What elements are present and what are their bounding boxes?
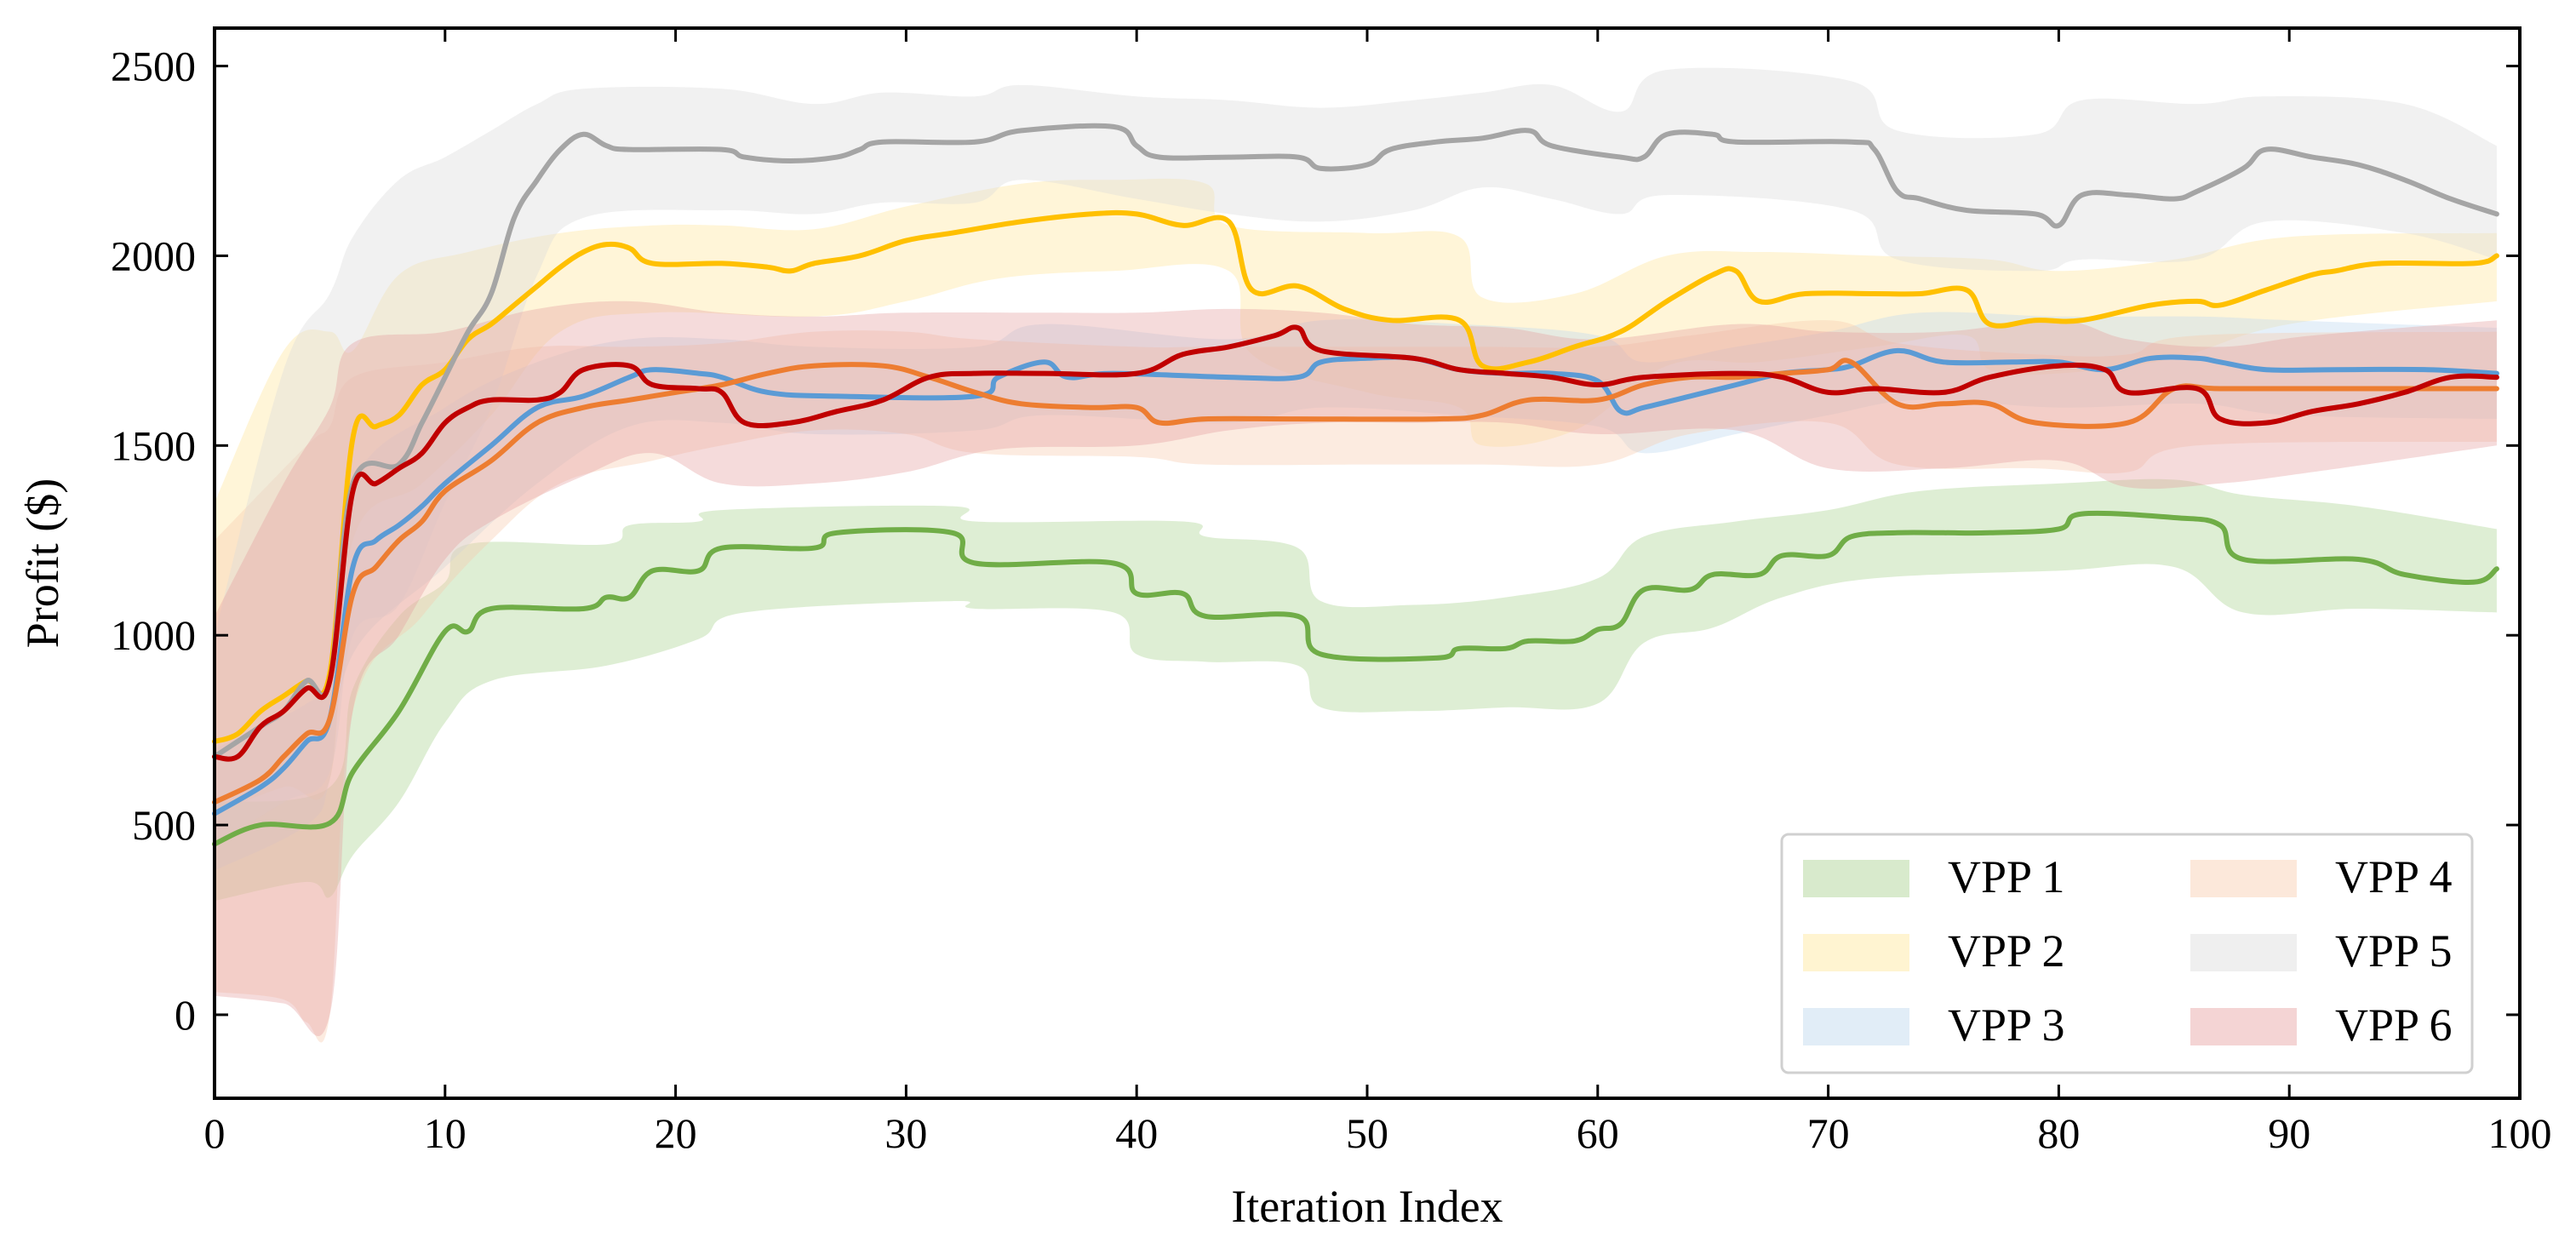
line-vpp-2: [212, 209, 2499, 744]
band-vpp-6: [215, 301, 2497, 1037]
y-tick-label: 1000: [111, 611, 196, 659]
x-tick-label: 20: [655, 1109, 697, 1157]
x-tick-label: 70: [1807, 1109, 1850, 1157]
x-tick-label: 80: [2037, 1109, 2080, 1157]
line-vpp-3: [212, 347, 2499, 816]
x-tick-label: 10: [424, 1109, 467, 1157]
x-tick-label: 0: [204, 1109, 226, 1157]
x-tick-label: 30: [884, 1109, 927, 1157]
x-tick-label: 40: [1115, 1109, 1158, 1157]
legend-label-vpp-3: VPP 3: [1948, 999, 2065, 1051]
axis-ticks: 0 10 20 30 40 50 60 70 80 90 100050010001500200025…: [111, 28, 2552, 1157]
legend-label-vpp-2: VPP 2: [1948, 925, 2065, 976]
legend-swatch-vpp-3: [1803, 1008, 1909, 1045]
y-tick-label: 500: [132, 801, 196, 849]
y-tick-label: 2500: [111, 43, 196, 90]
legend-label-vpp-5: VPP 5: [2335, 925, 2453, 976]
legend-box: [1780, 833, 2474, 1074]
line-vpp-4: [212, 358, 2499, 805]
legend-label-vpp-4: VPP 4: [2335, 851, 2453, 902]
legend-label-vpp-1: VPP 1: [1948, 851, 2065, 902]
legend-swatch-vpp-4: [2190, 860, 2297, 897]
band-vpp-4: [215, 320, 2497, 1043]
y-tick-label: 0: [175, 991, 196, 1039]
legend-swatch-vpp-2: [1803, 934, 1909, 971]
legend-swatch-vpp-5: [2190, 934, 2297, 971]
band-vpp-2: [215, 178, 2497, 814]
x-tick-label: 60: [1577, 1109, 1619, 1157]
y-axis-label: Profit ($): [17, 478, 68, 648]
x-tick-label: 50: [1346, 1109, 1388, 1157]
x-tick-label: 90: [2268, 1109, 2310, 1157]
line-vpp-6: [212, 324, 2499, 762]
series-lines: [212, 123, 2499, 847]
line-vpp-5: [212, 123, 2499, 759]
legend-label-vpp-6: VPP 6: [2335, 999, 2453, 1051]
band-vpp-5: [215, 67, 2497, 845]
x-axis-label: Iteration Index: [1231, 1181, 1503, 1232]
line-vpp-1: [212, 510, 2499, 847]
y-tick-label: 2000: [111, 232, 196, 279]
legend-swatch-vpp-6: [2190, 1008, 2297, 1045]
band-vpp-1: [215, 478, 2497, 902]
x-tick-label: 100: [2488, 1109, 2552, 1157]
y-tick-label: 1500: [111, 421, 196, 469]
legend-swatch-vpp-1: [1803, 860, 1909, 897]
legend: VPP 1 VPP 2 VPP 3 VPP 4 VPP 5 VPP 6: [1780, 833, 2474, 1074]
